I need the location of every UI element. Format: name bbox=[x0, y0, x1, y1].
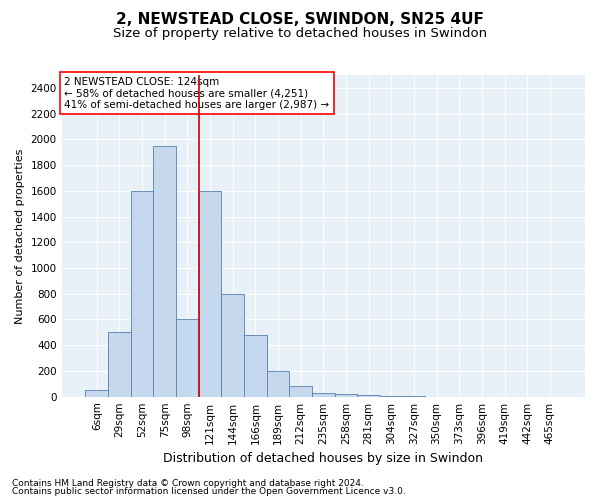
Text: Contains public sector information licensed under the Open Government Licence v3: Contains public sector information licen… bbox=[12, 487, 406, 496]
Bar bbox=[199, 191, 221, 396]
Bar bbox=[221, 294, 244, 397]
Bar bbox=[335, 394, 358, 396]
Bar bbox=[85, 390, 108, 396]
Bar bbox=[154, 146, 176, 397]
Bar bbox=[108, 332, 131, 396]
Bar bbox=[266, 371, 289, 396]
Text: Size of property relative to detached houses in Swindon: Size of property relative to detached ho… bbox=[113, 28, 487, 40]
X-axis label: Distribution of detached houses by size in Swindon: Distribution of detached houses by size … bbox=[163, 452, 484, 465]
Y-axis label: Number of detached properties: Number of detached properties bbox=[15, 148, 25, 324]
Bar bbox=[176, 320, 199, 396]
Bar bbox=[312, 393, 335, 396]
Bar bbox=[244, 335, 266, 396]
Text: Contains HM Land Registry data © Crown copyright and database right 2024.: Contains HM Land Registry data © Crown c… bbox=[12, 478, 364, 488]
Text: 2, NEWSTEAD CLOSE, SWINDON, SN25 4UF: 2, NEWSTEAD CLOSE, SWINDON, SN25 4UF bbox=[116, 12, 484, 28]
Text: 2 NEWSTEAD CLOSE: 124sqm
← 58% of detached houses are smaller (4,251)
41% of sem: 2 NEWSTEAD CLOSE: 124sqm ← 58% of detach… bbox=[64, 76, 329, 110]
Bar bbox=[289, 386, 312, 396]
Bar bbox=[131, 191, 154, 396]
